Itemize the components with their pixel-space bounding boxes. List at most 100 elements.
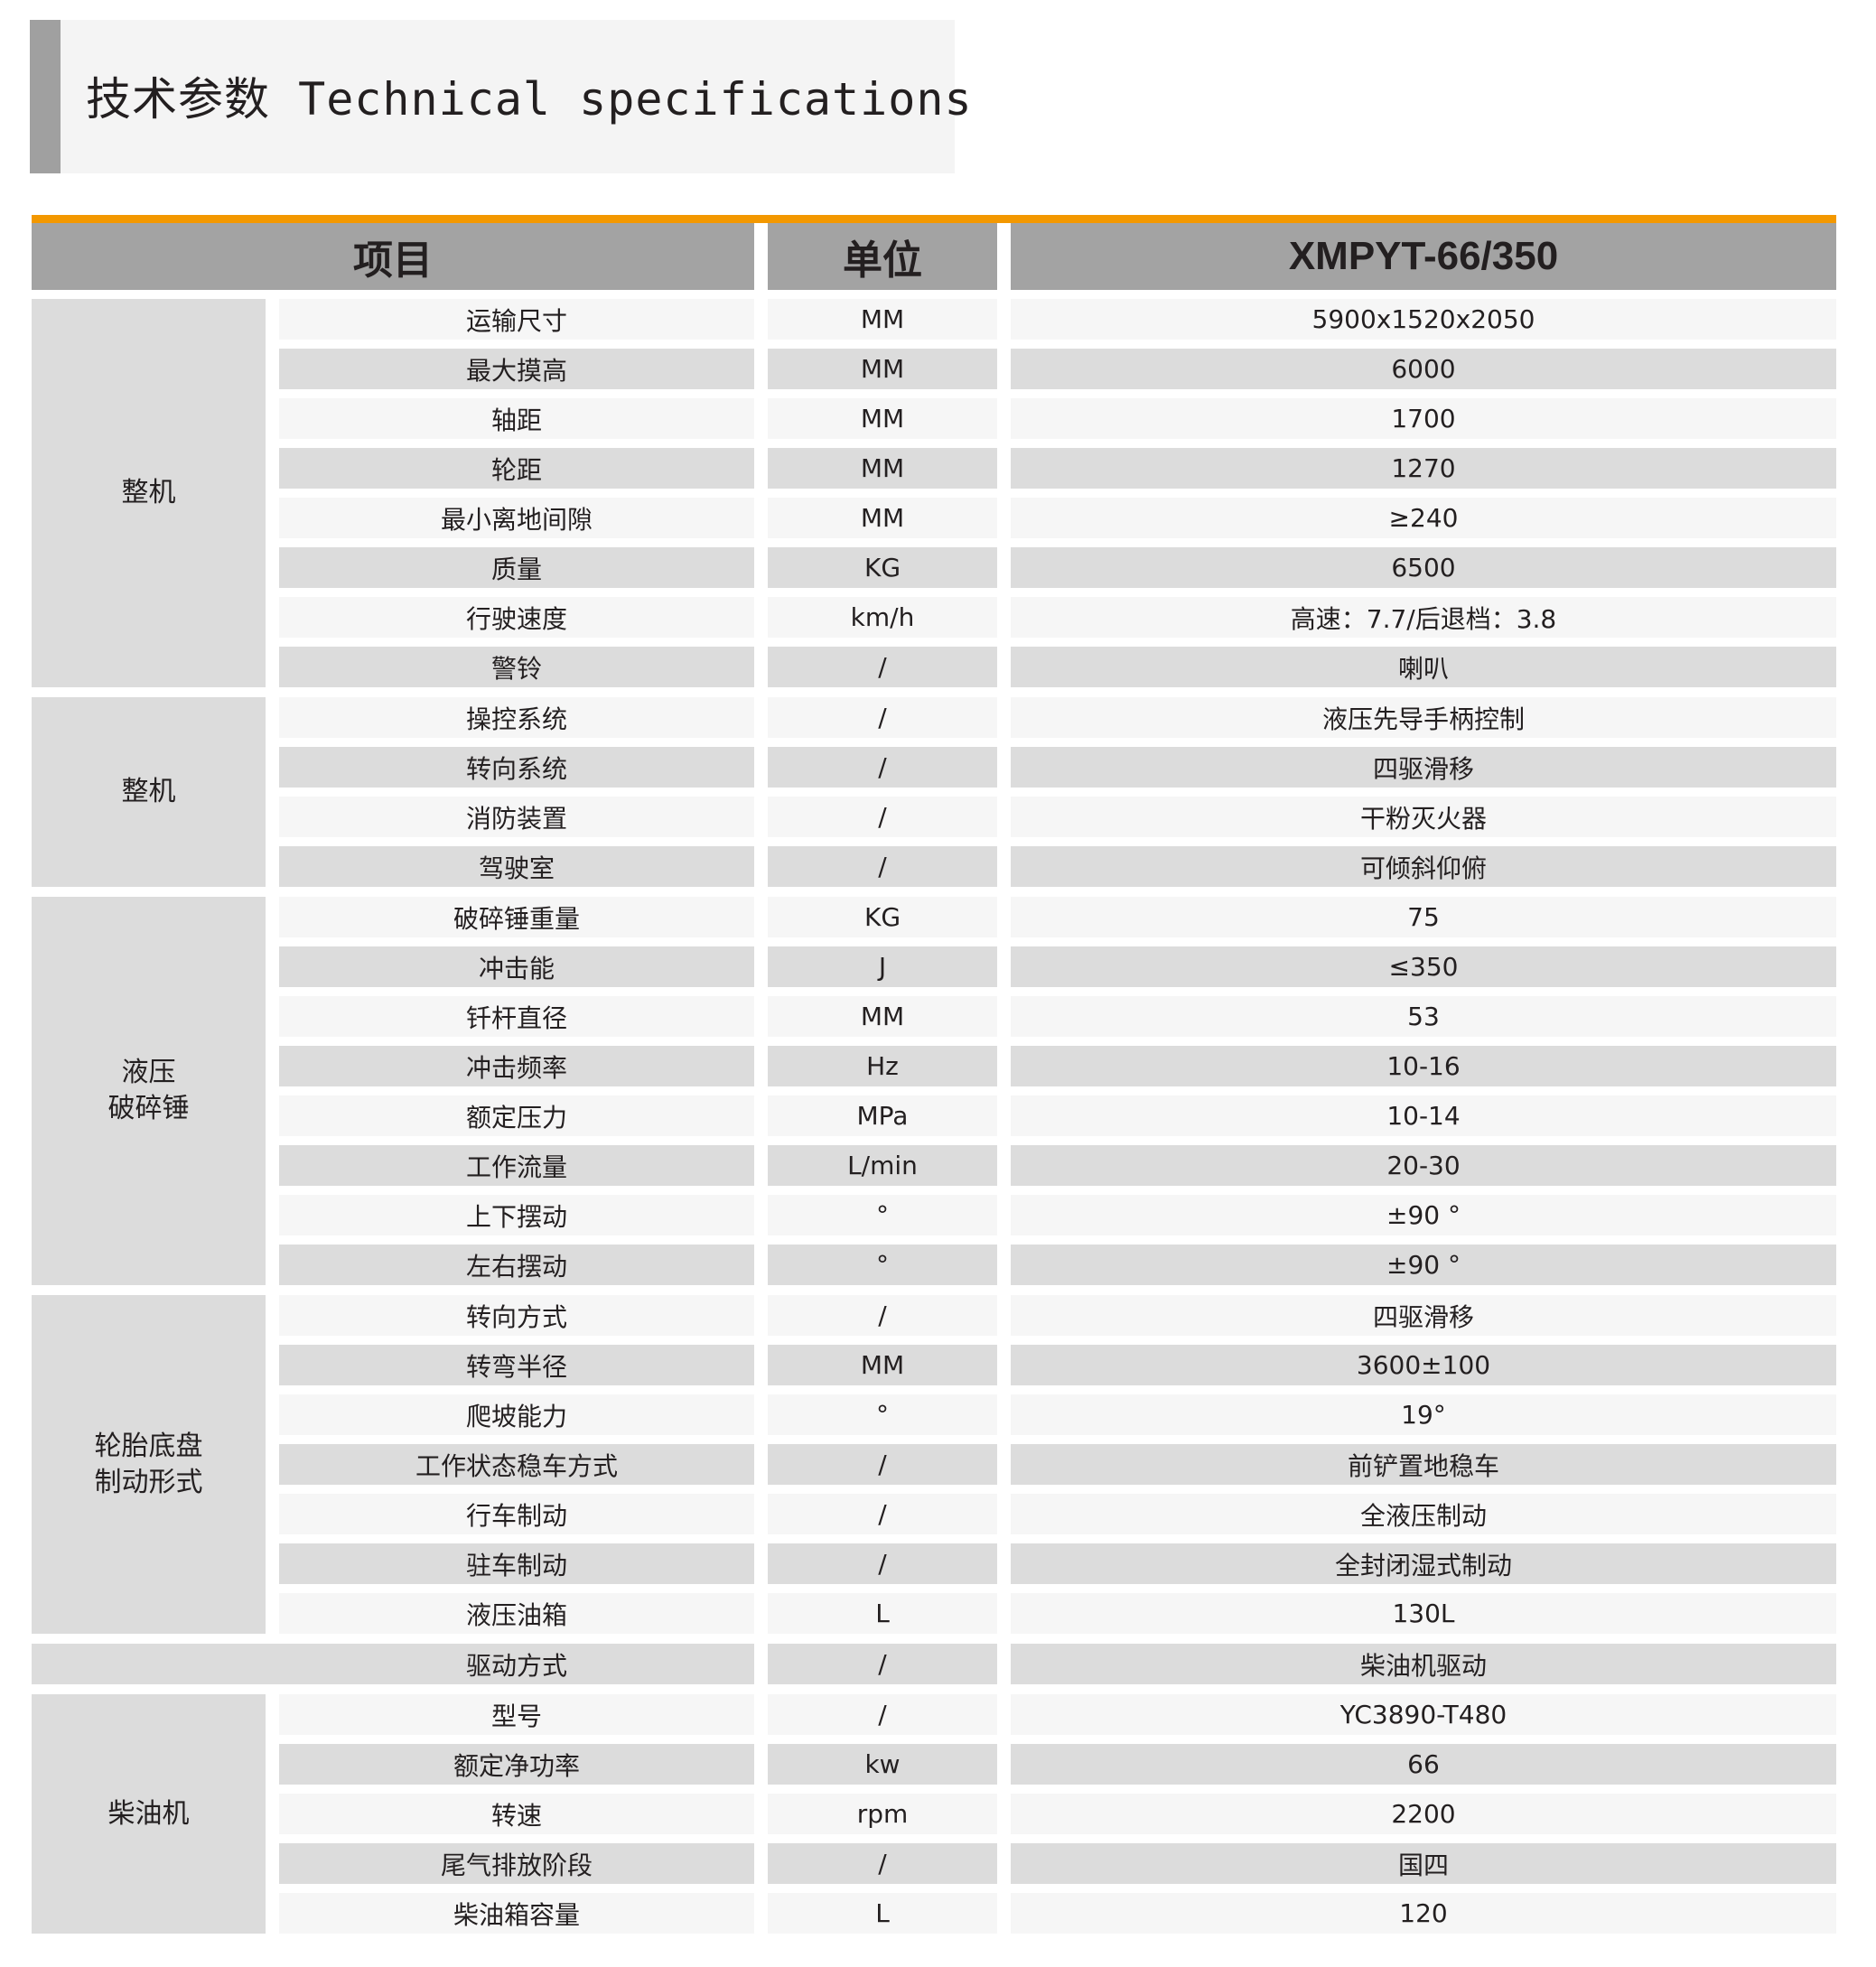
value-cell: 柴油机驱动 [1011,1644,1836,1684]
value-cell: 66 [1011,1744,1836,1785]
unit-cell: / [768,1843,997,1884]
group-label: 整机 [32,299,266,687]
unit-cell: / [768,1444,997,1485]
header-item: 项目 [32,223,754,290]
value-cell: 75 [1011,897,1836,937]
group-label: 柴油机 [32,1694,266,1934]
unit-cell: / [768,747,997,788]
table-top-accent-line [32,215,1836,223]
value-cell: ±90 ° [1011,1245,1836,1285]
item-cell: 最大摸高 [279,349,754,389]
value-cell: 国四 [1011,1843,1836,1884]
value-cell: 5900x1520x2050 [1011,299,1836,340]
item-cell: 工作流量 [279,1145,754,1186]
unit-cell: MPa [768,1095,997,1136]
value-cell: 20-30 [1011,1145,1836,1186]
value-cell: 干粉灭火器 [1011,797,1836,837]
value-cell: 6000 [1011,349,1836,389]
item-cell: 转向方式 [279,1295,754,1336]
unit-cell: / [768,1694,997,1735]
unit-cell: MM [768,996,997,1037]
value-cell: 120 [1011,1893,1836,1934]
item-cell: 工作状态稳车方式 [279,1444,754,1485]
item-cell: 警铃 [279,647,754,687]
unit-cell: / [768,1494,997,1534]
item-cell: 钎杆直径 [279,996,754,1037]
value-cell: 全液压制动 [1011,1494,1836,1534]
value-cell: ±90 ° [1011,1195,1836,1235]
item-cell: 爬坡能力 [279,1394,754,1435]
item-cell: 消防装置 [279,797,754,837]
unit-cell: / [768,697,997,738]
item-cell: 左右摆动 [279,1245,754,1285]
value-cell: 19° [1011,1394,1836,1435]
unit-cell: L/min [768,1145,997,1186]
item-label: 驱动方式 [465,1650,567,1681]
item-cell: 冲击频率 [279,1046,754,1086]
unit-cell: / [768,1644,997,1684]
value-cell: 液压先导手柄控制 [1011,697,1836,738]
unit-cell: kw [768,1744,997,1785]
value-cell: 四驱滑移 [1011,747,1836,788]
unit-cell: ° [768,1195,997,1235]
item-cell: 驱动方式 [32,1644,754,1684]
unit-cell: MM [768,448,997,489]
item-cell: 转速 [279,1794,754,1834]
item-cell: 冲击能 [279,946,754,987]
value-cell: 1700 [1011,398,1836,439]
item-cell: 行驶速度 [279,597,754,638]
item-cell: 驾驶室 [279,846,754,887]
unit-cell: km/h [768,597,997,638]
value-cell: 53 [1011,996,1836,1037]
item-cell: 尾气排放阶段 [279,1843,754,1884]
item-cell: 驻车制动 [279,1543,754,1584]
unit-cell: J [768,946,997,987]
unit-cell: MM [768,398,997,439]
item-cell: 最小离地间隙 [279,498,754,538]
item-cell: 额定净功率 [279,1744,754,1785]
unit-cell: MM [768,299,997,340]
item-cell: 转弯半径 [279,1345,754,1385]
value-cell: 130L [1011,1593,1836,1634]
item-cell: 上下摆动 [279,1195,754,1235]
item-cell: 轮距 [279,448,754,489]
unit-cell: L [768,1593,997,1634]
value-cell: 10-14 [1011,1095,1836,1136]
value-cell: 6500 [1011,547,1836,588]
header-unit: 单位 [768,223,997,290]
section-title-box: 技术参数 Technical specifications [30,20,972,173]
value-cell: 前铲置地稳车 [1011,1444,1836,1485]
unit-cell: MM [768,498,997,538]
unit-cell: Hz [768,1046,997,1086]
value-cell: 2200 [1011,1794,1836,1834]
unit-cell: / [768,846,997,887]
value-cell: 喇叭 [1011,647,1836,687]
value-cell: 高速：7.7/后退档：3.8 [1011,597,1836,638]
item-cell: 型号 [279,1694,754,1735]
value-cell: 四驱滑移 [1011,1295,1836,1336]
value-cell: ≥240 [1011,498,1836,538]
unit-cell: MM [768,1345,997,1385]
value-cell: ≤350 [1011,946,1836,987]
value-cell: 10-16 [1011,1046,1836,1086]
item-cell: 运输尺寸 [279,299,754,340]
unit-cell: ° [768,1394,997,1435]
value-cell: 1270 [1011,448,1836,489]
unit-cell: KG [768,897,997,937]
value-cell: 全封闭湿式制动 [1011,1543,1836,1584]
unit-cell: MM [768,349,997,389]
title-accent-bar [30,20,61,173]
item-cell: 柴油箱容量 [279,1893,754,1934]
item-cell: 轴距 [279,398,754,439]
header-model: XMPYT-66/350 [1011,223,1836,290]
unit-cell: / [768,647,997,687]
group-label: 液压 破碎锤 [32,897,266,1285]
item-cell: 破碎锤重量 [279,897,754,937]
group-label: 轮胎底盘 制动形式 [32,1295,266,1634]
item-cell: 液压油箱 [279,1593,754,1634]
unit-cell: KG [768,547,997,588]
group-label: 整机 [32,697,266,887]
unit-cell: L [768,1893,997,1934]
unit-cell: / [768,1543,997,1584]
item-cell: 额定压力 [279,1095,754,1136]
